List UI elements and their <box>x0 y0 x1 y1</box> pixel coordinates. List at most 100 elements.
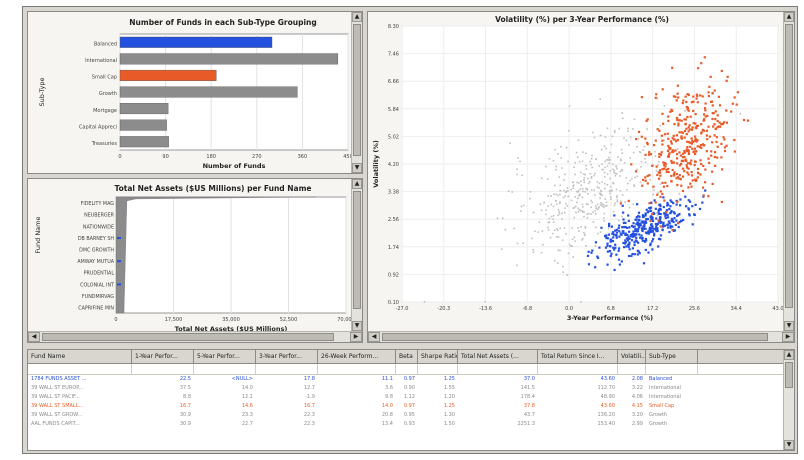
scroll-up-arrow-icon[interactable]: ▲ <box>784 350 794 360</box>
subtype-chart-scrollbar[interactable]: ▲ ▼ <box>351 12 362 173</box>
scatter-point <box>633 118 636 121</box>
scatter-point <box>517 157 519 160</box>
table-row[interactable]: 39 WALL ST GROW... 30.9 23.3 22.3 20.8 0.95 1.… <box>28 411 783 420</box>
column-header[interactable]: 5-Year Perfor... <box>194 350 256 364</box>
filter-cell[interactable] <box>458 364 538 375</box>
column-header[interactable]: 26-Week Perform... <box>318 350 396 364</box>
scatter-point <box>650 223 653 226</box>
scatter-point <box>619 158 622 161</box>
filter-cell[interactable] <box>396 364 418 375</box>
filter-cell[interactable] <box>132 364 194 375</box>
scroll-down-arrow-icon[interactable]: ▼ <box>352 163 362 173</box>
table-cell: 1.55 <box>443 385 455 391</box>
table-row[interactable]: 39 WALL ST PACIF... 8.8 12.1 -1.9 9.8 1.12 1.2… <box>28 393 783 402</box>
column-header[interactable]: Sub-Type <box>646 350 698 364</box>
scroll-up-arrow-icon[interactable]: ▲ <box>784 12 794 22</box>
scroll-thumb[interactable] <box>353 191 361 309</box>
scroll-thumb[interactable] <box>785 24 793 308</box>
scroll-left-arrow-icon[interactable]: ◀ <box>28 332 40 342</box>
table-vscrollbar[interactable]: ▲ ▼ <box>783 350 794 450</box>
scatter-point <box>529 190 532 193</box>
column-header[interactable]: Volatili... <box>618 350 646 364</box>
scatter-vscrollbar[interactable]: ▲ ▼ <box>783 12 794 331</box>
scatter-point <box>620 233 623 236</box>
filter-cell[interactable] <box>194 364 256 375</box>
filter-cell[interactable] <box>318 364 396 375</box>
scatter-point <box>625 245 628 248</box>
scatter-point <box>558 213 561 215</box>
scatter-point <box>638 233 641 236</box>
scatter-point <box>586 216 589 219</box>
scatter-point <box>661 139 664 142</box>
scatter-point <box>673 123 676 126</box>
filter-cell[interactable] <box>538 364 618 375</box>
scroll-thumb[interactable] <box>42 333 334 341</box>
scatter-point <box>681 167 685 170</box>
column-header[interactable]: Sharpe Ratio <box>418 350 458 364</box>
scatter-point <box>694 139 697 142</box>
scroll-up-arrow-icon[interactable]: ▲ <box>352 179 362 189</box>
scatter-point <box>707 157 710 160</box>
column-header[interactable]: Total Return Since I... <box>538 350 618 364</box>
column-header[interactable]: 3-Year Perfor... <box>256 350 318 364</box>
column-header[interactable]: 1-Year Perfor... <box>132 350 194 364</box>
volatility-scatter-plot[interactable]: Volatility (%) per 3-Year Performance (%… <box>368 12 784 331</box>
scroll-thumb[interactable] <box>353 24 361 156</box>
scroll-up-arrow-icon[interactable]: ▲ <box>352 12 362 22</box>
filter-cell[interactable] <box>646 364 698 375</box>
scatter-point <box>669 212 672 215</box>
scatter-point <box>552 159 555 162</box>
table-filter-row[interactable] <box>28 364 783 375</box>
scatter-point <box>567 195 570 198</box>
scatter-point <box>581 203 584 206</box>
scatter-point <box>606 173 609 175</box>
table-cell: 11.1 <box>381 376 393 382</box>
table-row[interactable]: 39 WALL ST EUROP... 37.5 14.0 12.7 3.6 0.90 1.… <box>28 384 783 393</box>
filter-cell[interactable] <box>28 364 132 375</box>
scatter-point <box>678 192 681 195</box>
scatter-point <box>665 170 669 174</box>
scatter-point <box>520 205 523 208</box>
scroll-right-arrow-icon[interactable]: ▶ <box>782 332 794 342</box>
scroll-down-arrow-icon[interactable]: ▼ <box>784 321 794 331</box>
scatter-point <box>509 142 511 145</box>
filter-cell[interactable] <box>256 364 318 375</box>
scatter-point <box>651 164 654 167</box>
filter-cell[interactable] <box>618 364 646 375</box>
table-row[interactable]: 1784 FUNDS ASSET ... 22.5 <NULL> 17.8 11.1 0.… <box>28 375 783 384</box>
scroll-down-arrow-icon[interactable]: ▼ <box>784 440 794 450</box>
table-cell: 178.4 <box>520 394 535 400</box>
scroll-left-arrow-icon[interactable]: ◀ <box>368 332 380 342</box>
scatter-point <box>607 222 611 226</box>
funds-table[interactable]: Fund Name 1-Year Perfor... 5-Year Perfor..… <box>28 350 783 450</box>
scatter-point <box>611 239 615 243</box>
scatter-point <box>696 139 699 142</box>
subtype-bar-chart[interactable]: Number of Funds in each Sub-Type Groupin… <box>28 12 352 173</box>
net-assets-vscrollbar[interactable]: ▲ ▼ <box>351 179 362 331</box>
scroll-thumb[interactable] <box>382 333 768 341</box>
net-assets-hscrollbar[interactable]: ◀ ▶ <box>28 331 362 342</box>
scroll-thumb[interactable] <box>785 362 793 388</box>
column-header[interactable]: Beta <box>396 350 418 364</box>
scatter-point <box>653 228 656 231</box>
scatter-point <box>558 211 560 213</box>
net-assets-chart[interactable]: Total Net Assets ($US Millions) per Fund… <box>28 179 352 331</box>
scroll-right-arrow-icon[interactable]: ▶ <box>350 332 362 342</box>
column-header[interactable]: Fund Name <box>28 350 132 364</box>
scatter-point <box>556 229 559 232</box>
scatter-point <box>678 131 681 134</box>
scatter-point <box>594 205 597 207</box>
scatter-hscrollbar[interactable]: ◀ ▶ <box>368 331 794 342</box>
filter-cell[interactable] <box>418 364 458 375</box>
column-header[interactable]: Total Net Assets (... <box>458 350 538 364</box>
scatter-point <box>599 194 602 196</box>
scatter-point <box>613 130 616 132</box>
scroll-down-arrow-icon[interactable]: ▼ <box>352 321 362 331</box>
scatter-point <box>688 124 691 127</box>
scatter-point <box>695 97 698 100</box>
scatter-point <box>614 243 617 246</box>
scatter-point <box>603 182 606 185</box>
scatter-point <box>667 153 671 156</box>
table-row[interactable]: 39 WALL ST SMALL... 16.7 14.6 16.7 14.0 0.97 1… <box>28 402 783 411</box>
table-row[interactable]: AAL FUNDS CAPIT... 30.9 22.7 22.3 13.4 0.93 1.… <box>28 420 783 429</box>
